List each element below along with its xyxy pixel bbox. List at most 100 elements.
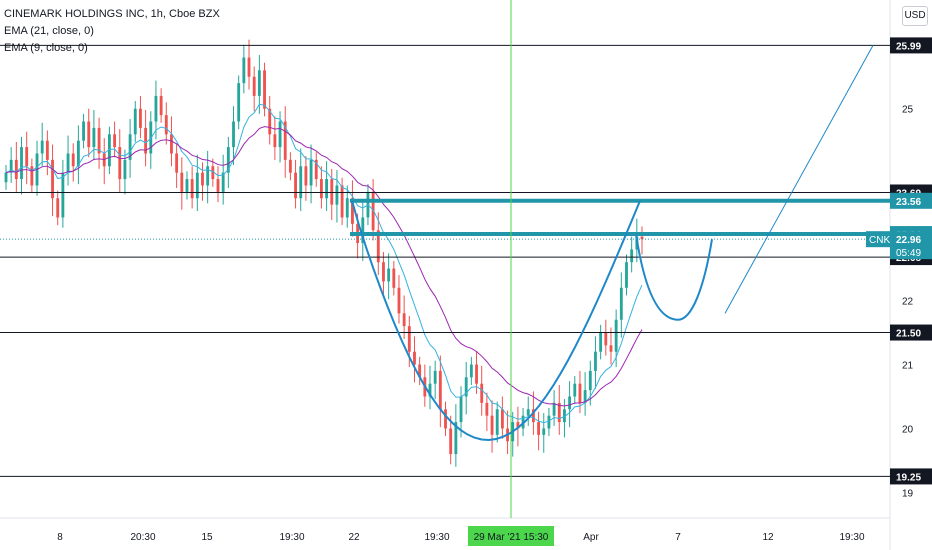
legend-title[interactable]: CINEMARK HOLDINGS INC, 1h, Cboe BZX: [4, 8, 220, 20]
candle-body: [459, 396, 463, 423]
candle-body: [257, 70, 261, 96]
price-level-label: 25.99: [896, 41, 921, 52]
candle-body: [216, 179, 220, 192]
candle-body: [526, 409, 530, 416]
candle-body: [475, 364, 478, 384]
candle-body: [288, 159, 292, 173]
candle-body: [211, 166, 215, 180]
symbol-label: CNK: [869, 235, 890, 246]
currency-button[interactable]: USD: [902, 6, 928, 26]
symbol-tag: [866, 231, 890, 248]
candle-body: [71, 153, 75, 167]
candle-body: [604, 332, 608, 346]
candle-body: [237, 83, 241, 122]
candle-body: [402, 313, 406, 327]
candle-body: [82, 121, 85, 141]
candle-body: [495, 409, 499, 435]
candle-body: [537, 422, 541, 435]
candle-body: [20, 147, 23, 180]
candle-body: [563, 409, 566, 423]
price-level-tag: [890, 468, 932, 485]
candle-body: [113, 134, 117, 148]
x-tick-label: 19:30: [839, 532, 864, 543]
candle-body: [361, 217, 365, 244]
candle-body: [516, 422, 520, 429]
candle-body: [583, 390, 587, 403]
ema9-line: [5, 103, 643, 424]
candle-body: [299, 166, 303, 199]
legend-ema21[interactable]: EMA (21, close, 0): [4, 25, 94, 37]
projection-line[interactable]: [724, 45, 874, 314]
last-price-tag: [890, 231, 932, 260]
candle-body: [340, 185, 344, 218]
candle-body: [268, 108, 272, 135]
x-tick-label: 7: [675, 532, 681, 543]
candle-body: [123, 159, 127, 180]
candle-body: [133, 108, 137, 135]
candle-body: [278, 121, 282, 148]
candle-body: [185, 179, 189, 192]
candle-body: [170, 134, 173, 154]
candle-body: [175, 153, 179, 173]
price-level-label: 19.25: [896, 472, 921, 483]
candle-body: [4, 172, 8, 183]
candle-body: [283, 121, 287, 160]
candle-body: [263, 70, 266, 109]
ema21-line: [5, 126, 643, 407]
x-tick-label: 22: [348, 532, 360, 543]
candle-body: [376, 230, 380, 263]
candle-body: [206, 166, 210, 186]
candle-body: [164, 115, 168, 135]
price-level-tag: [890, 192, 932, 209]
candle-body: [247, 57, 251, 77]
candle-body: [242, 57, 246, 84]
x-tick-label: 19:30: [424, 532, 449, 543]
y-tick-label: 20: [902, 424, 914, 435]
candle-body: [573, 383, 577, 397]
candle-body: [325, 179, 329, 199]
candle-body: [190, 179, 194, 199]
x-tick-label: 12: [762, 532, 774, 543]
candle-body: [568, 396, 572, 410]
candle-body: [640, 236, 644, 240]
cup-drawing[interactable]: [351, 200, 641, 441]
candle-body: [433, 370, 437, 384]
crosshair-time-tag: [468, 526, 554, 546]
candle-body: [557, 402, 561, 423]
candle-body: [614, 319, 618, 352]
candle-body: [578, 383, 582, 403]
candle-body: [599, 332, 603, 352]
handle-drawing[interactable]: [635, 233, 713, 321]
candle-body: [107, 134, 111, 167]
candle-body: [195, 172, 199, 199]
candle-body: [345, 198, 349, 218]
candle-body: [490, 415, 494, 435]
candle-body: [397, 287, 401, 314]
crosshair-time-label: 29 Mar '21 15:30: [474, 532, 549, 543]
price-level-tag: [890, 324, 932, 341]
candle-body: [51, 159, 54, 199]
candle-body: [500, 409, 504, 429]
candle-body: [531, 409, 535, 423]
candle-body: [418, 364, 422, 378]
candle-body: [407, 326, 411, 352]
candle-body: [40, 140, 44, 154]
price-level-label: 23.56: [896, 197, 921, 208]
candle-body: [428, 383, 432, 397]
candle-body: [619, 287, 623, 320]
candle-body: [201, 172, 204, 186]
candle-body: [304, 166, 308, 186]
candle-body: [485, 402, 489, 416]
candle-body: [464, 377, 468, 397]
y-tick-label: 19: [902, 488, 914, 499]
candle-body: [97, 127, 101, 154]
candle-body: [547, 415, 551, 429]
candle-body: [9, 159, 13, 173]
candle-body: [330, 179, 334, 205]
candle-body: [314, 159, 318, 180]
candle-body: [76, 140, 80, 167]
candle-body: [335, 185, 339, 205]
y-tick-label: 25: [902, 105, 914, 116]
candle-body: [294, 172, 297, 199]
